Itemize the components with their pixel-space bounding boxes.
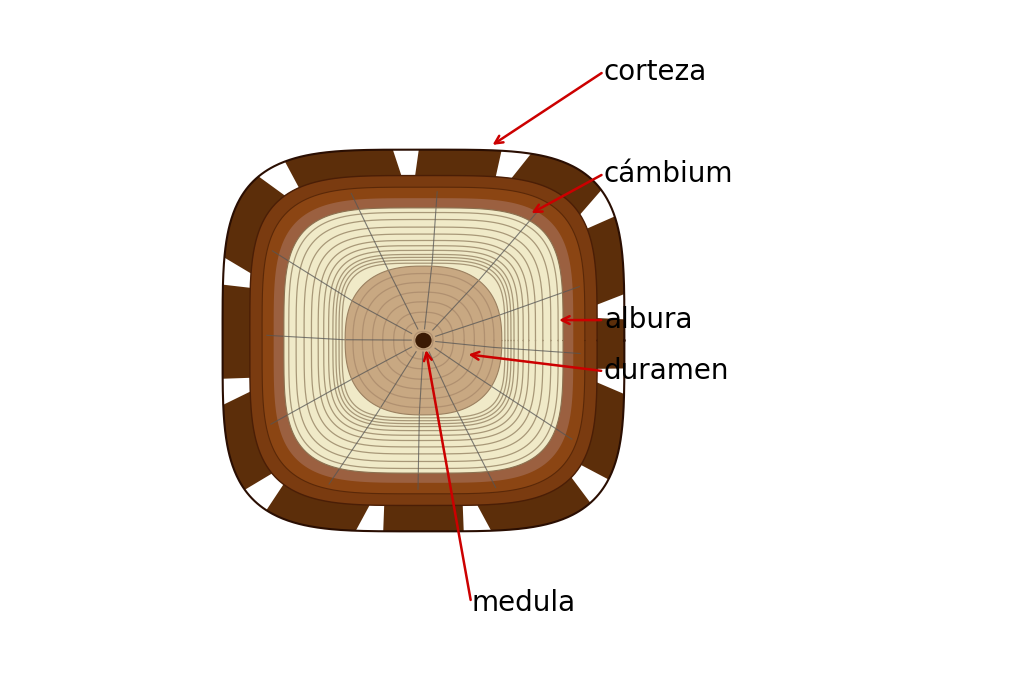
Ellipse shape	[416, 333, 432, 348]
Polygon shape	[580, 172, 635, 229]
Polygon shape	[463, 505, 502, 551]
Polygon shape	[202, 378, 250, 415]
Polygon shape	[284, 208, 563, 473]
Polygon shape	[224, 473, 284, 530]
Polygon shape	[345, 505, 384, 551]
Polygon shape	[273, 198, 573, 483]
Polygon shape	[496, 131, 546, 178]
Text: corteza: corteza	[604, 57, 708, 86]
Polygon shape	[262, 187, 585, 494]
Polygon shape	[203, 246, 251, 288]
Text: duramen: duramen	[604, 357, 729, 385]
Polygon shape	[250, 176, 597, 505]
Text: cámbium: cámbium	[604, 159, 733, 188]
Polygon shape	[345, 266, 502, 415]
Polygon shape	[386, 130, 422, 176]
Text: medula: medula	[471, 588, 575, 617]
Polygon shape	[222, 150, 625, 531]
Polygon shape	[571, 465, 629, 522]
Text: albura: albura	[604, 306, 692, 334]
Polygon shape	[597, 286, 645, 320]
Polygon shape	[239, 142, 299, 195]
Polygon shape	[597, 368, 645, 402]
